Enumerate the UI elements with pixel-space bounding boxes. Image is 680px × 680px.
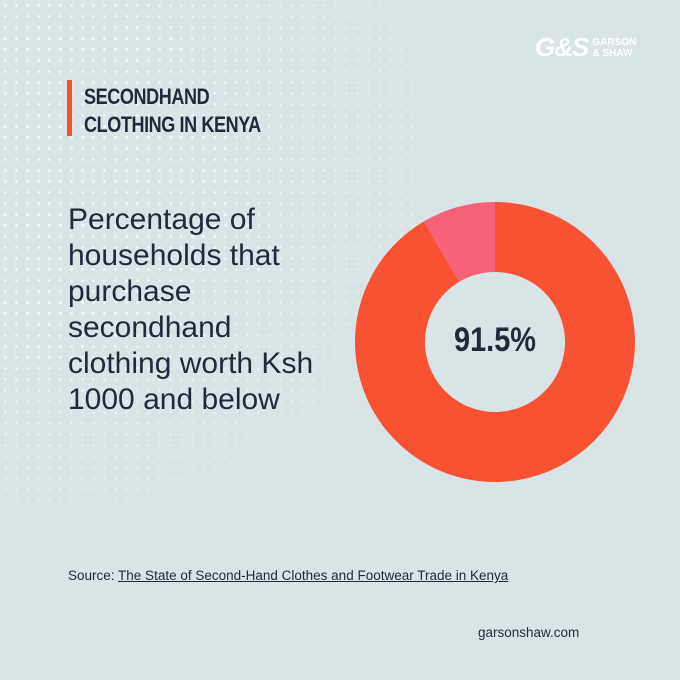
logo-mark: G&S	[535, 32, 589, 62]
center-label: 91.5%	[454, 320, 536, 359]
donut-segment	[355, 202, 635, 482]
source-label: Source:	[68, 568, 115, 583]
section-title: SECONDHAND	[84, 84, 210, 109]
section-title: CLOTHING IN KENYA	[84, 112, 261, 137]
logo-line: GARSON	[592, 36, 637, 48]
logo: G&S GARSON & SHAW	[535, 32, 636, 63]
source: Source: The State of Second-Hand Clothes…	[68, 568, 508, 583]
donut-segment	[423, 202, 495, 282]
logo-line: & SHAW	[592, 47, 633, 59]
accent-bar	[67, 80, 72, 136]
chart-title: Percentage of households that purchase s…	[68, 203, 314, 416]
logo-name: GARSON & SHAW	[592, 37, 636, 59]
website[interactable]: garsonshaw.com	[478, 625, 580, 640]
source-link[interactable]: The State of Second-Hand Clothes and Foo…	[118, 568, 509, 583]
